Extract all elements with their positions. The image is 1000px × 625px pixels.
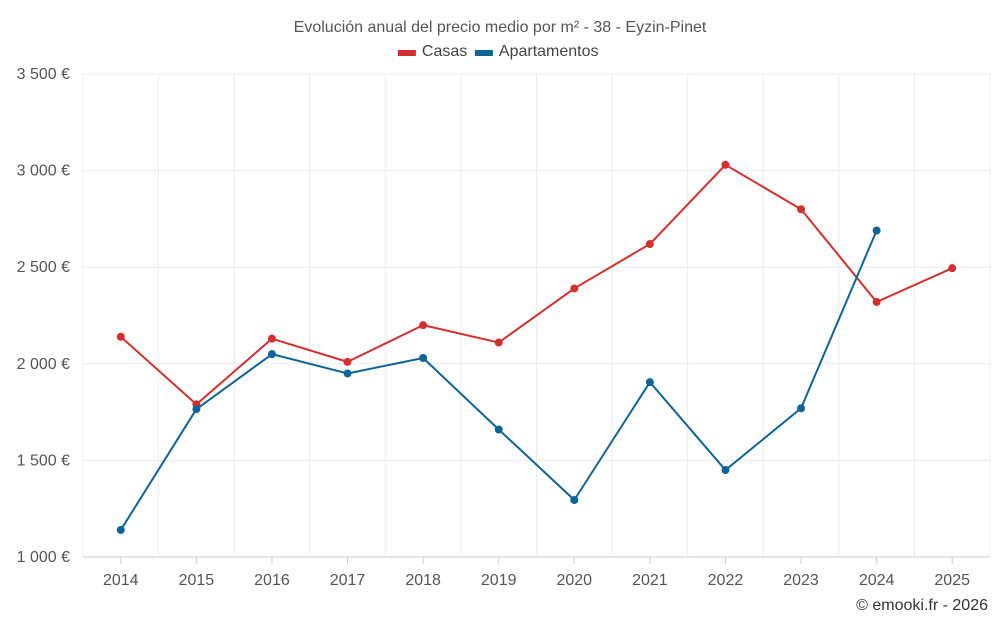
legend-swatch-apartamentos	[474, 50, 493, 56]
data-point-apartamentos[interactable]	[116, 525, 125, 534]
series-line-casas	[120, 163, 953, 406]
x-tick-label: 2021	[632, 572, 668, 589]
x-tick-label: 2022	[708, 572, 744, 589]
data-point-casas[interactable]	[116, 332, 125, 341]
x-tick-label: 2015	[179, 572, 215, 589]
data-point-casas[interactable]	[797, 205, 806, 214]
x-tick-label: 2020	[556, 572, 592, 589]
credit-text: © emooki.fr - 2026	[856, 597, 988, 614]
x-tick-label: 2016	[254, 572, 290, 589]
data-point-apartamentos[interactable]	[192, 405, 201, 414]
series-layer	[116, 160, 957, 534]
data-point-casas[interactable]	[872, 297, 881, 306]
data-point-casas[interactable]	[645, 240, 654, 249]
y-tick-label: 2 000 €	[17, 356, 70, 373]
chart-title: Evolución anual del precio medio por m² …	[294, 19, 707, 36]
y-tick-label: 3 000 €	[17, 163, 70, 180]
data-point-casas[interactable]	[948, 264, 957, 273]
y-tick-label: 2 500 €	[17, 259, 70, 276]
y-tick-label: 1 500 €	[17, 452, 70, 469]
y-tick-label: 3 500 €	[17, 66, 70, 83]
data-point-casas[interactable]	[494, 338, 503, 347]
data-point-apartamentos[interactable]	[267, 350, 276, 359]
legend: Casas Apartamentos	[397, 43, 599, 60]
x-tick-label: 2019	[481, 572, 517, 589]
data-point-apartamentos[interactable]	[343, 369, 352, 378]
data-point-apartamentos[interactable]	[872, 226, 881, 235]
data-point-apartamentos[interactable]	[419, 354, 428, 363]
data-point-casas[interactable]	[721, 160, 730, 169]
x-tick-label: 2024	[859, 572, 895, 589]
x-tick-label: 2014	[103, 572, 139, 589]
data-point-casas[interactable]	[343, 357, 352, 366]
x-tick-label: 2018	[405, 572, 441, 589]
legend-label-apartamentos[interactable]: Apartamentos	[499, 43, 599, 60]
x-axis: 2014 2015 2016 2017 2018 2019 2020 2021 2022 2023…	[103, 557, 970, 589]
y-axis: 1 000 € 1 500 € 2 000 € 2 500 € 3 000 € 3 500…	[17, 66, 70, 566]
legend-label-casas[interactable]: Casas	[422, 43, 467, 60]
data-point-apartamentos[interactable]	[721, 466, 730, 475]
data-point-apartamentos[interactable]	[645, 378, 654, 387]
data-point-casas[interactable]	[570, 284, 579, 293]
legend-swatch-casas	[397, 50, 416, 56]
y-tick-label: 1 000 €	[17, 549, 70, 566]
data-point-apartamentos[interactable]	[797, 404, 806, 413]
data-point-casas[interactable]	[267, 334, 276, 343]
data-point-casas[interactable]	[419, 321, 428, 330]
data-point-apartamentos[interactable]	[570, 496, 579, 505]
x-tick-label: 2025	[934, 572, 970, 589]
data-point-apartamentos[interactable]	[494, 425, 503, 434]
x-tick-label: 2017	[330, 572, 366, 589]
x-tick-label: 2023	[783, 572, 819, 589]
